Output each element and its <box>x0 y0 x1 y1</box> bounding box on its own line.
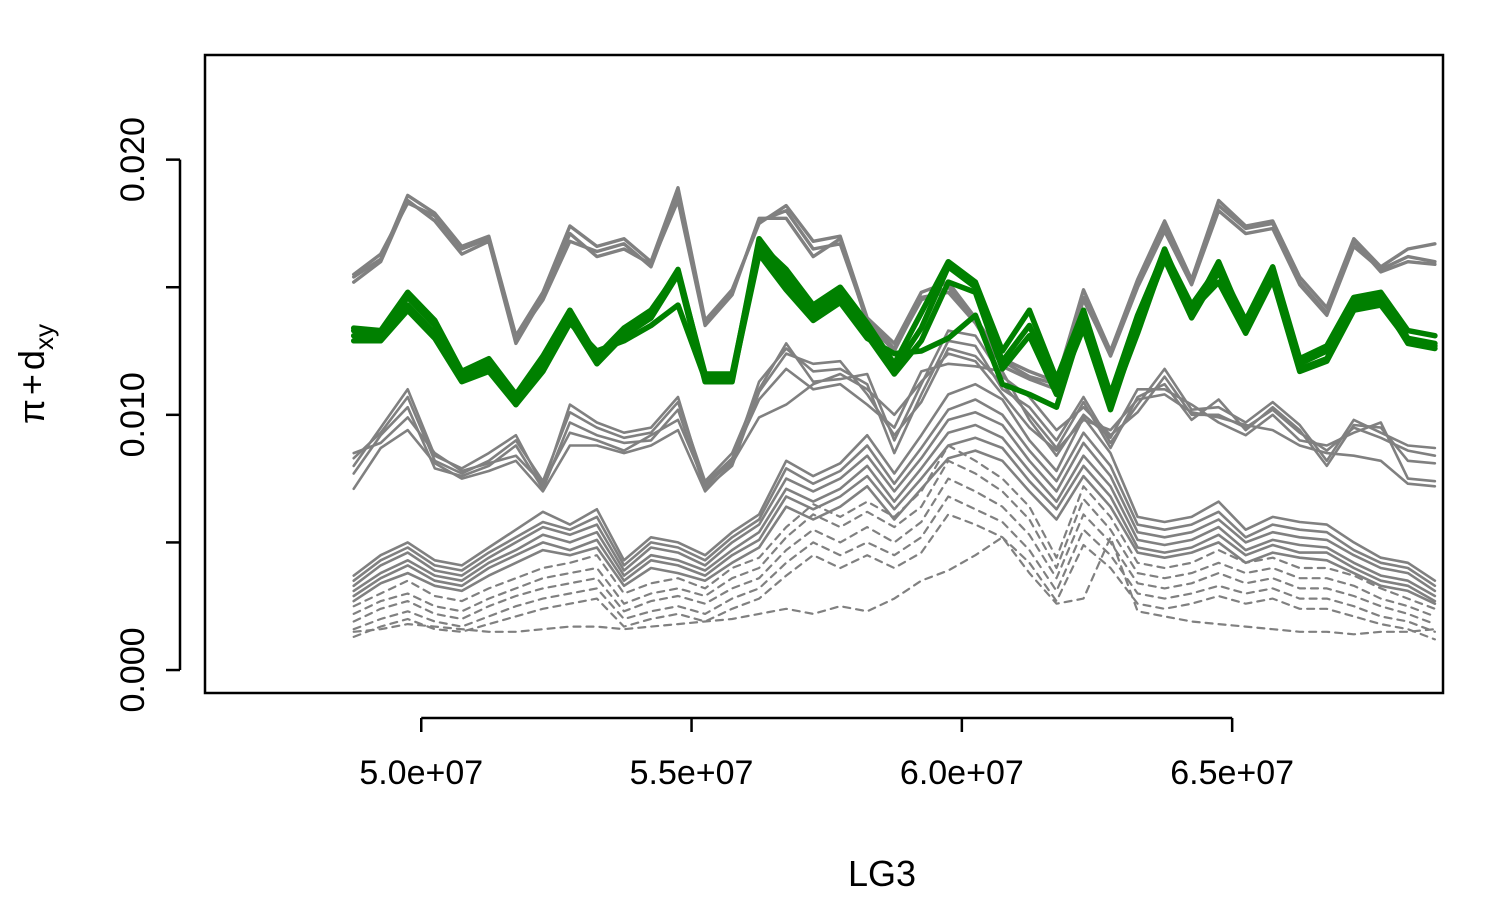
series-line-solid-gray-low-3 <box>352 410 1437 593</box>
y-title-pi: π <box>11 399 52 424</box>
y-tick-label: 0.000 <box>114 627 152 712</box>
series-line-solid-gray-low-2 <box>352 398 1437 588</box>
series-line-solid-thick-green-4 <box>350 251 1438 410</box>
series-line-solid-gray-4 <box>352 362 1437 486</box>
y-title-d: d <box>11 350 52 370</box>
series-line-solid-thick-gray-1 <box>352 185 1437 384</box>
x-axis: 5.0e+07 5.5e+07 6.0e+07 6.5e+07 <box>359 716 1294 792</box>
x-tick-label: 5.5e+07 <box>630 754 754 792</box>
y-tick-label: 0.010 <box>114 372 152 457</box>
x-tick-label: 6.5e+07 <box>1170 754 1294 792</box>
x-axis-title: LG3 <box>848 853 916 894</box>
series-line-dashed-gray-4 <box>352 495 1437 633</box>
series-line-dashed-gray-2 <box>352 459 1437 618</box>
y-axis: 0.000 0.010 0.020 <box>114 117 182 713</box>
series-line-dashed-gray-3 <box>352 477 1437 626</box>
y-title-plus: + <box>11 374 52 395</box>
y-title-subscript: xy <box>29 324 59 350</box>
series-line-solid-thick-gray-3 <box>352 193 1437 386</box>
series-line-solid-thick-green-3 <box>350 241 1438 398</box>
x-tick-label: 5.0e+07 <box>359 754 483 792</box>
series-line-solid-gray-low-4 <box>352 423 1437 598</box>
x-tick-label: 6.0e+07 <box>900 754 1024 792</box>
series-layer <box>350 185 1438 641</box>
series-line-dashed-gray-5 <box>352 513 1437 641</box>
series-line-dashed-gray-6 <box>352 536 1437 636</box>
series-line-solid-gray-low-6 <box>352 449 1437 606</box>
y-axis-title: π + dxy <box>11 324 59 424</box>
series-line-solid-gray-5 <box>352 352 1437 493</box>
series-line-solid-gray-low-5 <box>352 436 1437 603</box>
series-line-solid-gray-low-1 <box>352 382 1437 583</box>
y-tick-label: 0.020 <box>114 117 152 202</box>
series-line-dashed-gray-1 <box>352 444 1437 610</box>
series-line-solid-thick-green-1 <box>350 235 1438 405</box>
plot-frame <box>203 53 1445 695</box>
